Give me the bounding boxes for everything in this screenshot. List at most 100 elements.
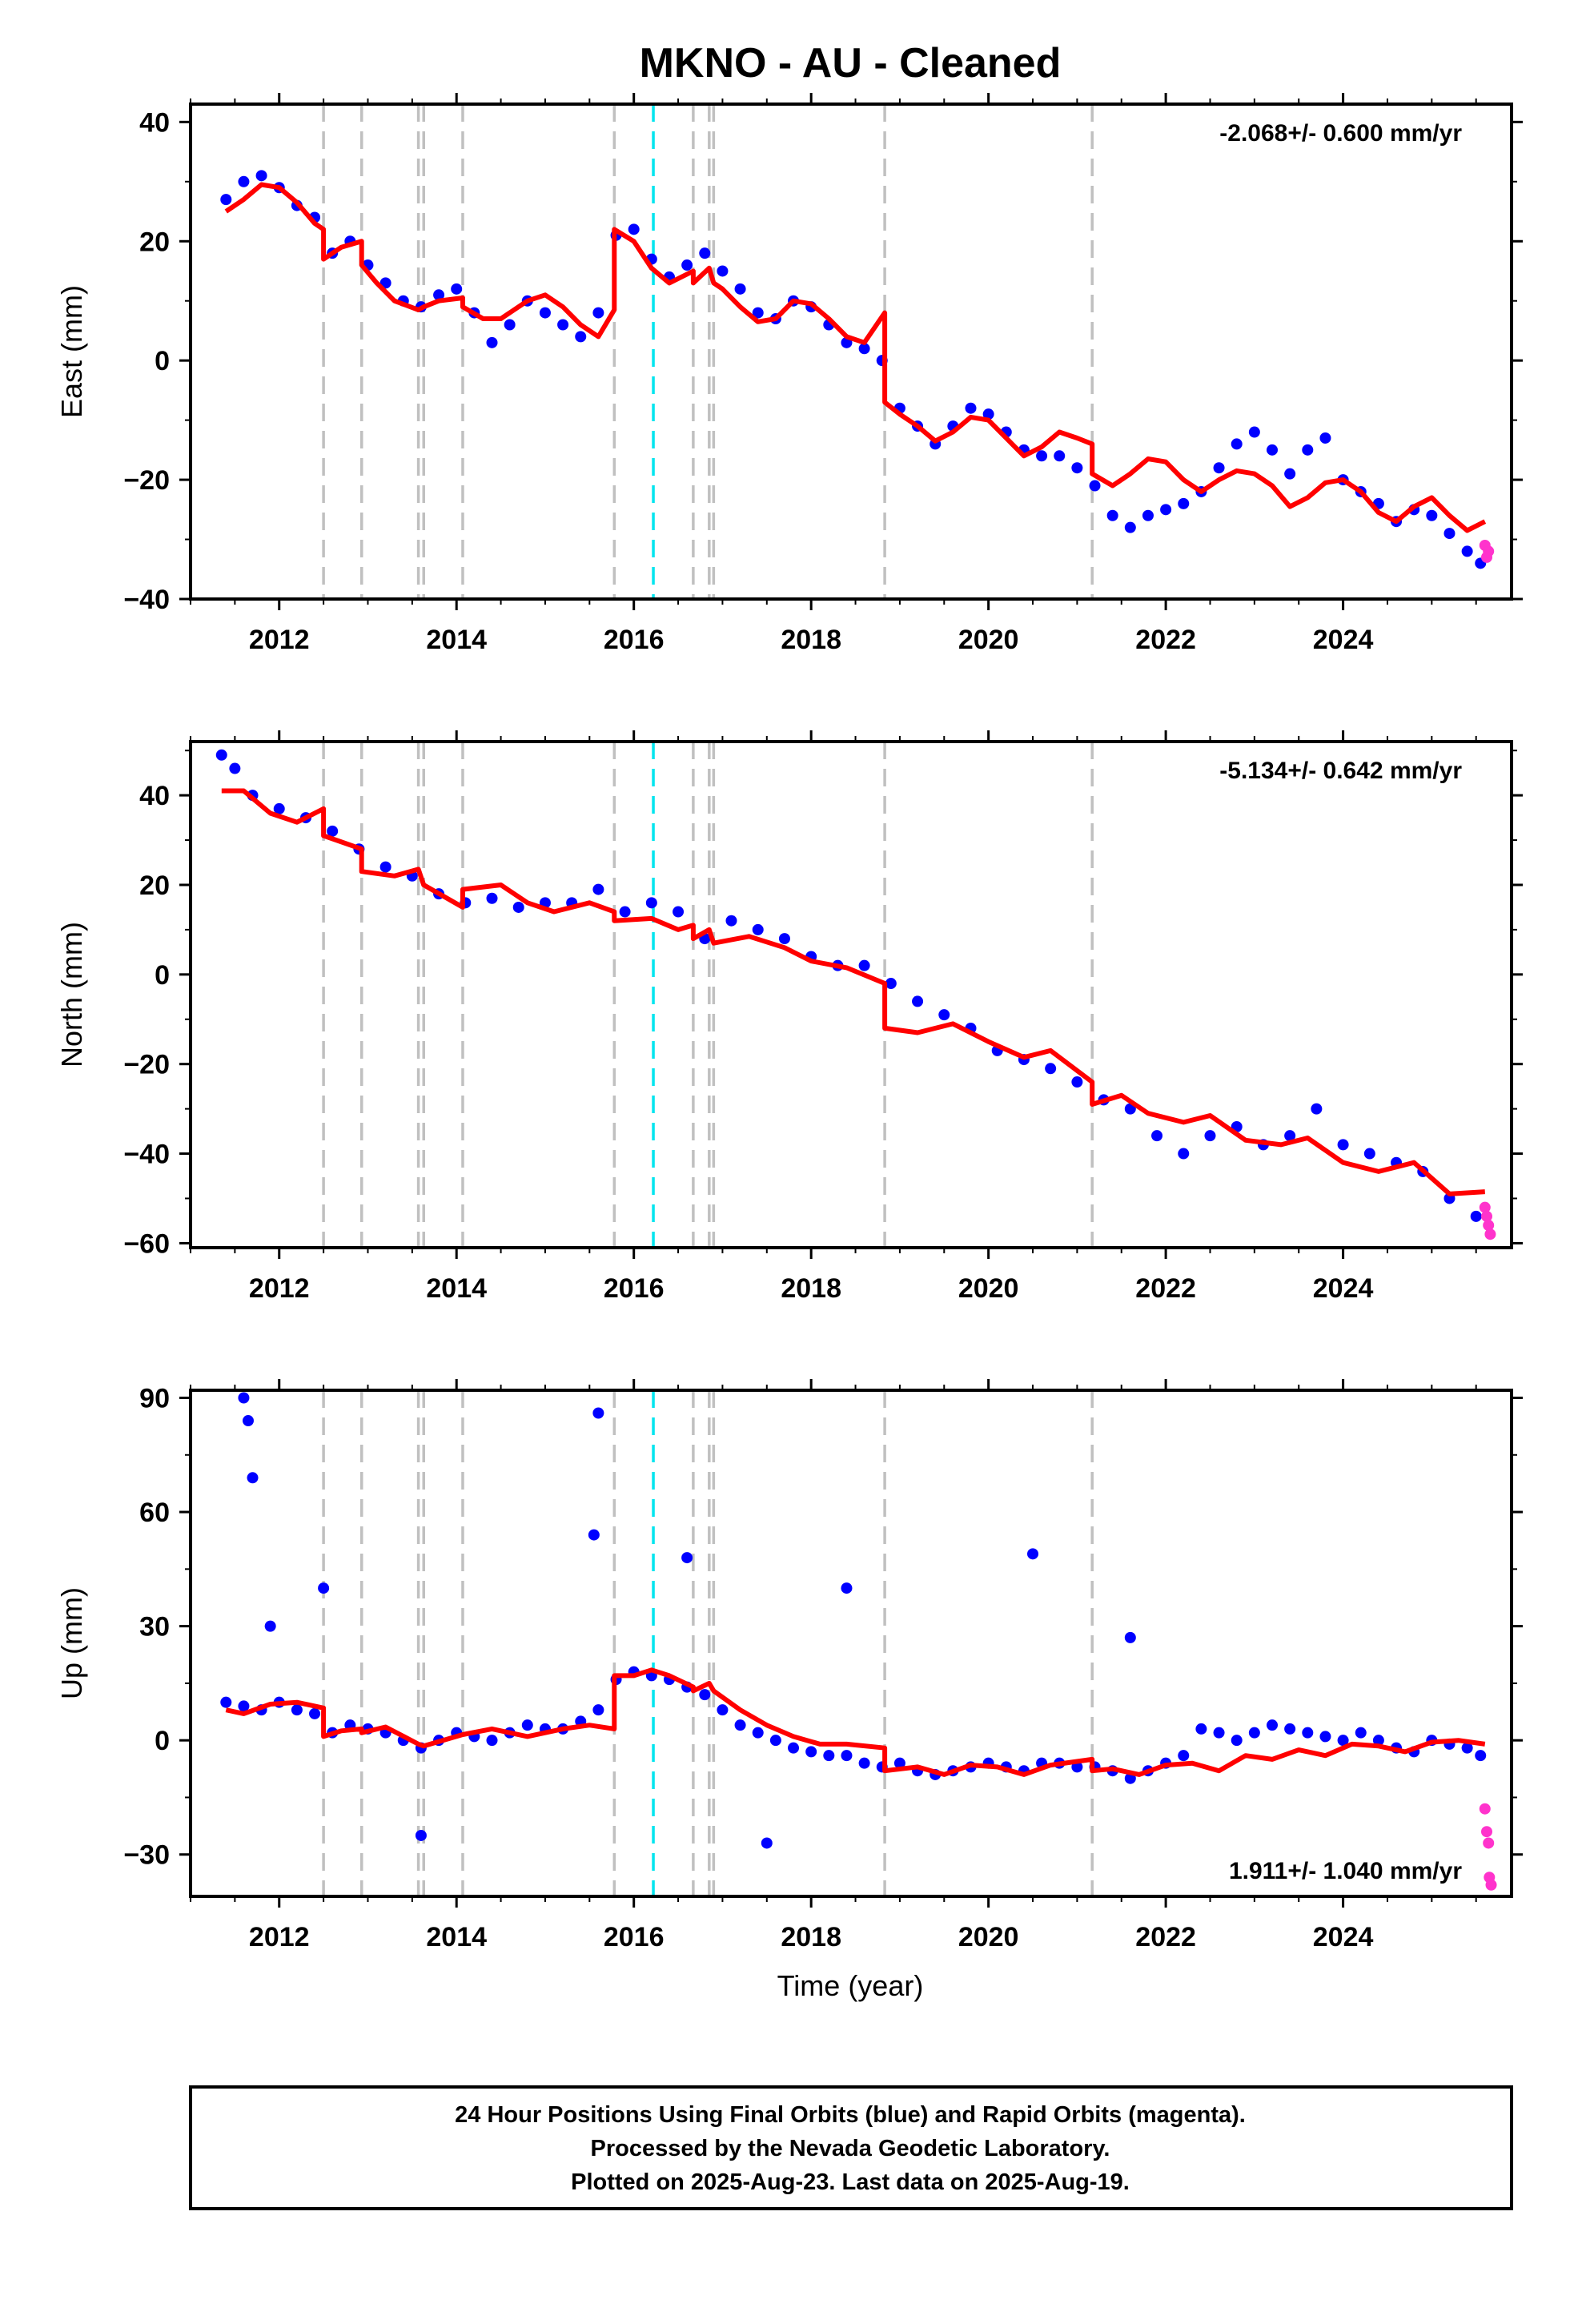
final-point — [291, 1704, 303, 1716]
model-line — [225, 1667, 1486, 1777]
final-point — [539, 307, 551, 319]
final-point — [628, 223, 640, 235]
final-point — [238, 1700, 250, 1712]
final-point — [1195, 1723, 1207, 1735]
final-point — [734, 1719, 746, 1731]
y-tick-label: 20 — [139, 870, 170, 901]
final-point — [1071, 1076, 1083, 1088]
final-point — [761, 1837, 773, 1849]
final-point — [1461, 1742, 1473, 1754]
model-line — [224, 182, 1487, 533]
final-point — [717, 265, 729, 277]
final-point — [805, 1746, 817, 1758]
east-panel: 40 20 0 −20 −40 2012 2014 2016 2018 2020 2022 2024 E… — [55, 93, 1523, 655]
final-point — [1160, 504, 1172, 516]
final-point — [1267, 1719, 1279, 1731]
final-point — [1178, 1148, 1190, 1160]
x-tick-label: 2020 — [958, 1922, 1019, 1952]
final-point — [1363, 1148, 1375, 1160]
rate-label: -2.068+/- 0.600 mm/yr — [1219, 120, 1462, 147]
y-tick-label: −30 — [123, 1840, 170, 1871]
x-tick-label: 2022 — [1135, 625, 1196, 655]
final-point — [1355, 1727, 1367, 1739]
model-line — [221, 788, 1485, 1196]
plot-frame — [189, 740, 1513, 1249]
final-point — [1426, 509, 1438, 521]
x-tick-label: 2012 — [249, 1922, 310, 1952]
final-point — [858, 1757, 870, 1769]
final-point — [938, 1009, 950, 1021]
y-tick-label: 40 — [139, 781, 170, 811]
y-tick-label: −60 — [123, 1228, 170, 1259]
y-tick-label: 20 — [139, 227, 170, 257]
y-tick-label: 0 — [155, 960, 170, 991]
final-point — [1248, 426, 1260, 438]
final-point — [238, 175, 250, 187]
x-tick-label: 2022 — [1135, 1922, 1196, 1952]
x-tick-label: 2016 — [604, 625, 665, 655]
x-tick-label: 2018 — [781, 1922, 841, 1952]
up-panel: 90 60 30 0 −30 2012 2014 2016 2018 2020 2022 2024 Up… — [55, 1379, 1523, 1952]
final-point — [1267, 444, 1279, 456]
final-point — [1071, 462, 1083, 474]
final-point — [264, 1620, 276, 1632]
final-point — [823, 1750, 835, 1762]
final-point — [1213, 1727, 1225, 1739]
final-point — [858, 343, 870, 355]
final-point — [309, 1707, 321, 1719]
final-point — [1045, 1063, 1057, 1075]
final-point — [769, 1735, 781, 1747]
final-point — [575, 331, 587, 343]
x-tick-label: 2014 — [426, 1273, 487, 1304]
final-point — [752, 923, 764, 935]
final-point — [1178, 497, 1190, 509]
final-point — [1311, 1103, 1323, 1115]
x-tick-label: 2016 — [604, 1273, 665, 1304]
final-point — [1337, 1735, 1349, 1747]
x-tick-label: 2018 — [781, 625, 841, 655]
final-point — [681, 259, 693, 271]
x-tick-label: 2024 — [1313, 625, 1374, 655]
final-point — [1475, 1750, 1487, 1762]
final-point — [451, 283, 463, 295]
final-point — [521, 1719, 533, 1731]
final-point — [1151, 1130, 1163, 1142]
plot-area — [220, 104, 1495, 599]
y-tick-label: −20 — [123, 465, 170, 496]
final-point — [1372, 1735, 1384, 1747]
final-point — [912, 995, 924, 1007]
x-tick-label: 2022 — [1135, 1273, 1196, 1304]
final-point — [1231, 438, 1243, 450]
y-tick-label: −20 — [123, 1050, 170, 1080]
final-point — [592, 1704, 604, 1716]
final-point — [1124, 1631, 1136, 1643]
final-point — [681, 1552, 693, 1564]
final-point — [220, 194, 232, 206]
final-point — [1142, 509, 1154, 521]
rapid-point — [1479, 1201, 1491, 1213]
final-point — [1302, 444, 1314, 456]
footer-box: 24 Hour Positions Using Final Orbits (bl… — [189, 2085, 1513, 2210]
final-point — [379, 861, 391, 873]
final-point — [1054, 450, 1066, 462]
final-point — [327, 825, 339, 837]
rapid-point — [1483, 545, 1495, 557]
final-point — [1319, 432, 1331, 444]
footer-line-3: Plotted on 2025-Aug-23. Last data on 202… — [571, 2169, 1130, 2195]
plot-area — [220, 1390, 1497, 1896]
final-point — [1036, 450, 1048, 462]
final-point — [1337, 1139, 1349, 1151]
final-point — [841, 1582, 853, 1594]
footer-border — [189, 2085, 1513, 2210]
final-point — [752, 1727, 764, 1739]
x-tick-label: 2012 — [249, 1273, 310, 1304]
final-point — [717, 1704, 729, 1716]
final-point — [415, 1829, 427, 1841]
final-point — [1284, 1723, 1296, 1735]
x-tick-label: 2014 — [426, 1922, 487, 1952]
rapid-point — [1480, 1826, 1492, 1838]
final-point — [1213, 462, 1225, 474]
north-panel: 40 20 0 −20 −40 −60 2012 2014 2016 2018 2020 2022 20… — [55, 730, 1523, 1304]
